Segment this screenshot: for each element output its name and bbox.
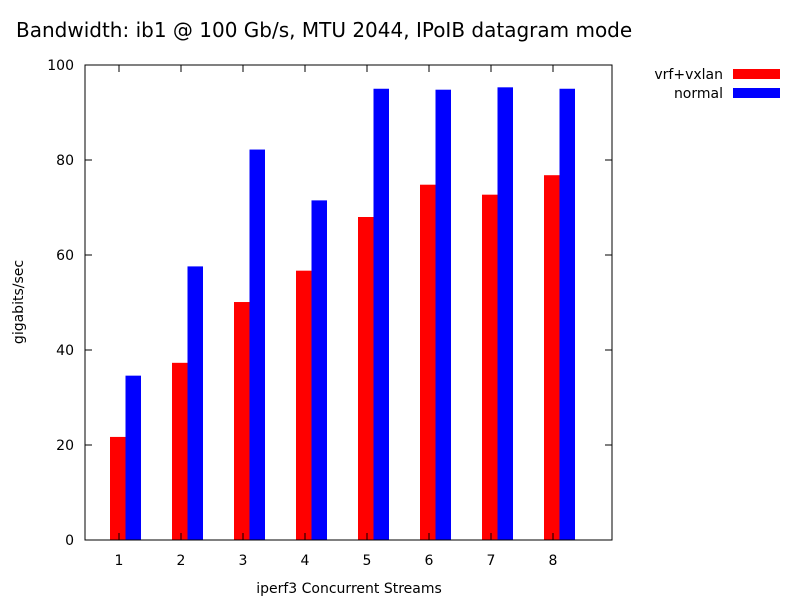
bar-normal-3 xyxy=(249,149,265,541)
bar-normal-6 xyxy=(435,89,451,540)
legend-label-vrf+vxlan: vrf+vxlan xyxy=(654,67,723,83)
axes-group: 0 20 40 60 80 100 1 2 3 4 5 6 7 8 xyxy=(47,58,613,569)
bar-vrf+vxlan-8 xyxy=(544,175,560,540)
bar-vrf+vxlan-5 xyxy=(358,217,374,540)
y-tick-label: 60 xyxy=(56,248,74,264)
x-tick-label: 8 xyxy=(549,553,558,569)
bar-vrf+vxlan-3 xyxy=(234,302,250,540)
y-tick-label: 20 xyxy=(56,438,74,454)
legend: vrf+vxlan normal xyxy=(654,67,780,102)
plot-frame xyxy=(84,64,613,541)
y-tick-label: 80 xyxy=(56,153,74,169)
y-tick-label: 40 xyxy=(56,343,74,359)
bar-normal-4 xyxy=(311,200,327,540)
legend-swatch-vrf+vxlan xyxy=(733,69,780,79)
y-tick-label: 0 xyxy=(65,533,74,549)
x-tick-label: 2 xyxy=(177,553,186,569)
x-axis-label: iperf3 Concurrent Streams xyxy=(256,581,442,597)
x-tick-label: 4 xyxy=(301,553,310,569)
bar-vrf+vxlan-4 xyxy=(296,270,312,540)
x-tick-label: 7 xyxy=(487,553,496,569)
x-tick-label: 3 xyxy=(239,553,248,569)
bar-normal-8 xyxy=(559,88,575,540)
bar-normal-7 xyxy=(497,87,513,540)
bar-vrf+vxlan-7 xyxy=(482,194,498,541)
x-tick-label: 1 xyxy=(115,553,124,569)
x-tick-label: 6 xyxy=(425,553,434,569)
bar-normal-2 xyxy=(187,266,203,540)
bar-normal-1 xyxy=(125,375,141,540)
bar-vrf+vxlan-6 xyxy=(420,184,436,540)
bars-group xyxy=(110,87,575,541)
bar-vrf+vxlan-2 xyxy=(172,362,188,540)
legend-swatch-normal xyxy=(733,88,780,98)
chart-title: Bandwidth: ib1 @ 100 Gb/s, MTU 2044, IPo… xyxy=(16,18,632,42)
y-tick-label: 100 xyxy=(47,58,74,74)
y-axis-label: gigabits/sec xyxy=(11,260,27,344)
bar-vrf+vxlan-1 xyxy=(110,436,126,540)
x-tick-label: 5 xyxy=(363,553,372,569)
bar-normal-5 xyxy=(373,88,389,540)
legend-label-normal: normal xyxy=(674,86,723,102)
